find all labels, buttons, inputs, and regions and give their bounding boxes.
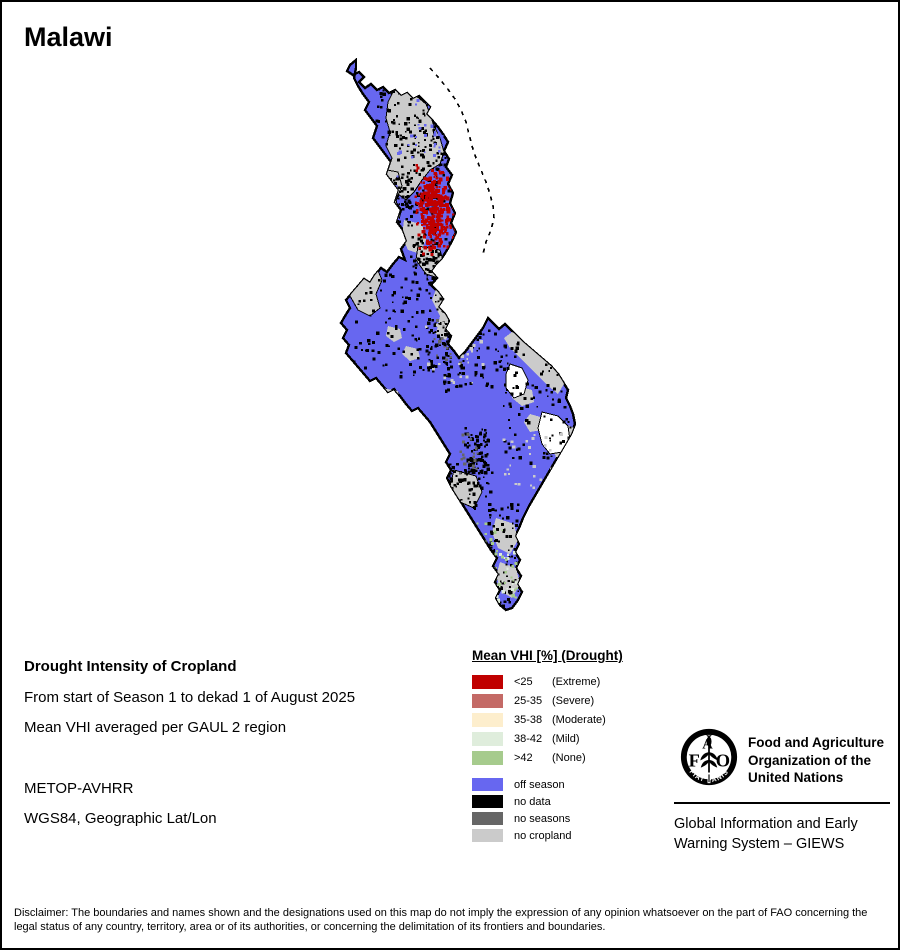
map-subtitle: Drought Intensity of Cropland [24,658,237,675]
legend-swatch-no-data [472,795,503,808]
system-name: Global Information and Early Warning Sys… [674,816,858,852]
map-sensor: METOP-AVHRR [24,780,134,797]
svg-text:O: O [716,751,730,771]
legend-range: >42 [514,751,533,764]
legend-range: 35-38 [514,713,543,726]
legend-range: <25 [514,675,533,688]
map-period: From start of Season 1 to dekad 1 of Aug… [24,689,356,706]
legend-label: no data [514,795,551,808]
legend-label: (Mild) [552,732,580,745]
wheat-ear-icon [700,731,718,775]
legend-class-row: <25 (Extreme) [472,672,677,691]
legend-swatch-extreme [472,674,503,689]
legend-label: no cropland [514,829,572,842]
legend-class-row: 25-35 (Severe) [472,691,677,710]
legend-status-row: no cropland [472,827,677,844]
legend-swatch-no-cropland [472,829,503,842]
legend-label: no seasons [514,812,571,825]
page-title: Malawi [24,22,113,52]
branding-block: F A O FIAT PANIS [674,726,892,854]
legend: Mean VHI [%] (Drought) <25 (Extreme) 25-… [472,648,677,844]
map-projection: WGS84, Geographic Lat/Lon [24,810,217,827]
legend-swatch-none [472,750,503,765]
legend-label: off season [514,778,565,791]
legend-range: 25-35 [514,694,543,707]
legend-swatch-severe [472,693,503,708]
legend-label: (Extreme) [552,675,601,688]
legend-swatch-moderate [472,712,503,727]
divider [674,802,890,804]
org-name: Food and Agriculture Organization of the… [748,735,884,785]
map-method: Mean VHI averaged per GAUL 2 region [24,719,287,736]
legend-class-row: 38-42 (Mild) [472,729,677,748]
legend-label: (Severe) [552,694,595,707]
legend-label: (None) [552,751,586,764]
malawi-drought-map [339,57,577,612]
fao-logo-icon: F A O FIAT PANIS [680,728,738,786]
legend-swatch-off-season [472,778,503,791]
legend-class-row: 35-38 (Moderate) [472,710,677,729]
legend-class-row: >42 (None) [472,748,677,767]
legend-label: (Moderate) [552,713,606,726]
legend-status-row: no seasons [472,810,677,827]
legend-status-row: off season [472,776,677,793]
svg-text:F: F [689,751,700,771]
legend-swatch-no-seasons [472,812,503,825]
legend-range: 38-42 [514,732,543,745]
legend-swatch-mild [472,731,503,746]
legend-status-row: no data [472,793,677,810]
legend-title: Mean VHI [%] (Drought) [472,648,623,663]
disclaimer-text: Disclaimer: The boundaries and names sho… [14,907,868,933]
